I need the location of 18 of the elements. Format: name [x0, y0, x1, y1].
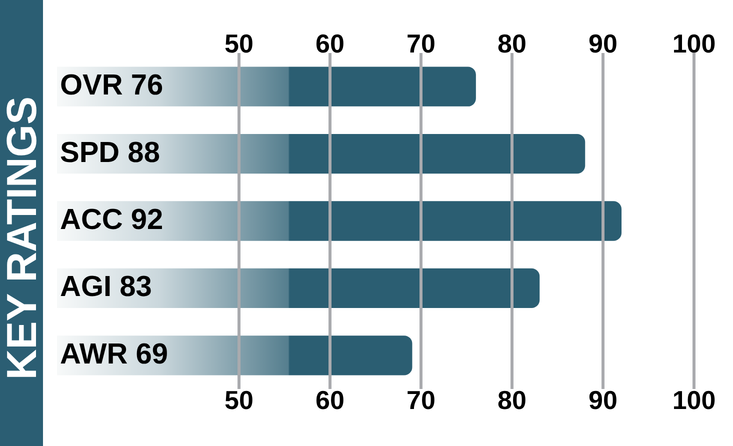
y-tick-label: OVR 76	[60, 70, 164, 102]
y-tick-label: AWR 69	[60, 338, 168, 370]
x2-tick-label: 90	[588, 28, 618, 59]
x-tick-label: 50	[224, 384, 254, 415]
y-tick-label: ACC 92	[60, 204, 164, 236]
x2-tick-label: 60	[316, 28, 344, 59]
x2-tick-label: 80	[498, 28, 526, 59]
x-tick-label: 80	[498, 384, 526, 415]
x2-tick-label: 100	[672, 28, 716, 59]
x-tick-label: 90	[588, 384, 618, 415]
x-tick-label: 70	[406, 384, 436, 415]
y-tick-label: AGI 83	[60, 271, 152, 304]
x2-tick-label: 70	[406, 28, 436, 59]
x-tick-label: 60	[316, 384, 344, 415]
text: KEY RATINGS	[0, 96, 45, 380]
y-tick-label: SPD 88	[60, 136, 160, 169]
x-tick-label: 100	[672, 384, 716, 415]
x2-tick-label: 50	[224, 28, 254, 59]
